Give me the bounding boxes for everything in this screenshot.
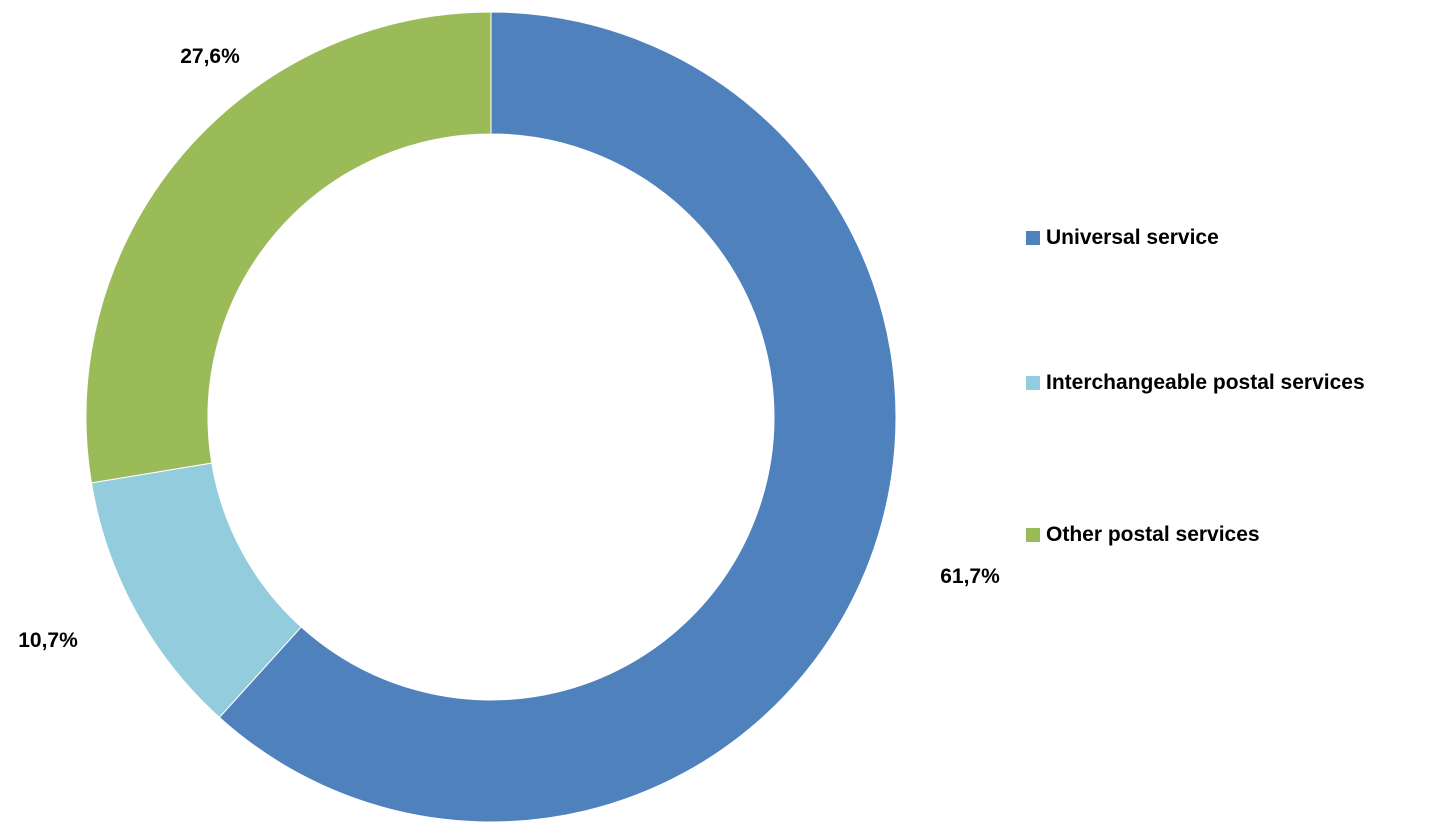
data-label-interchangeable-postal-services: 10,7% (18, 629, 78, 652)
legend-item-universal-service: Universal service (1026, 226, 1219, 250)
donut-data-labels: 61,7% 10,7% 27,6% (18, 45, 1000, 652)
legend-label: Other postal services (1046, 523, 1260, 546)
legend-swatch-interchangeable-postal-services (1026, 376, 1040, 390)
donut-slice-universal-service (218, 11, 897, 822)
legend-item-other-postal-services: Other postal services (1026, 523, 1260, 547)
legend-label: Universal service (1046, 226, 1219, 249)
data-label-other-postal-services: 27,6% (180, 45, 240, 68)
legend-swatch-universal-service (1026, 231, 1040, 245)
legend-item-interchangeable-postal-services: Interchangeable postal services (1026, 371, 1365, 395)
donut-slice-other-postal-services (85, 11, 492, 484)
donut-slices (85, 11, 897, 822)
legend-swatch-other-postal-services (1026, 528, 1040, 542)
legend-label: Interchangeable postal services (1046, 371, 1365, 394)
data-label-universal-service: 61,7% (940, 565, 1000, 588)
